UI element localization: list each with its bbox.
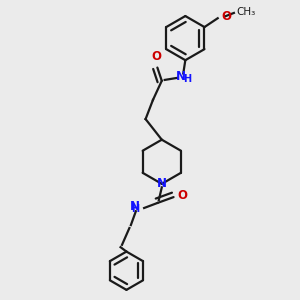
Text: CH₃: CH₃ bbox=[237, 7, 256, 17]
Text: O: O bbox=[178, 189, 188, 203]
Text: N: N bbox=[130, 200, 140, 213]
Text: H: H bbox=[132, 204, 140, 214]
Text: N: N bbox=[157, 177, 167, 190]
Text: O: O bbox=[151, 50, 161, 62]
Text: N: N bbox=[176, 70, 186, 83]
Text: O: O bbox=[221, 10, 231, 23]
Text: H: H bbox=[183, 74, 191, 84]
